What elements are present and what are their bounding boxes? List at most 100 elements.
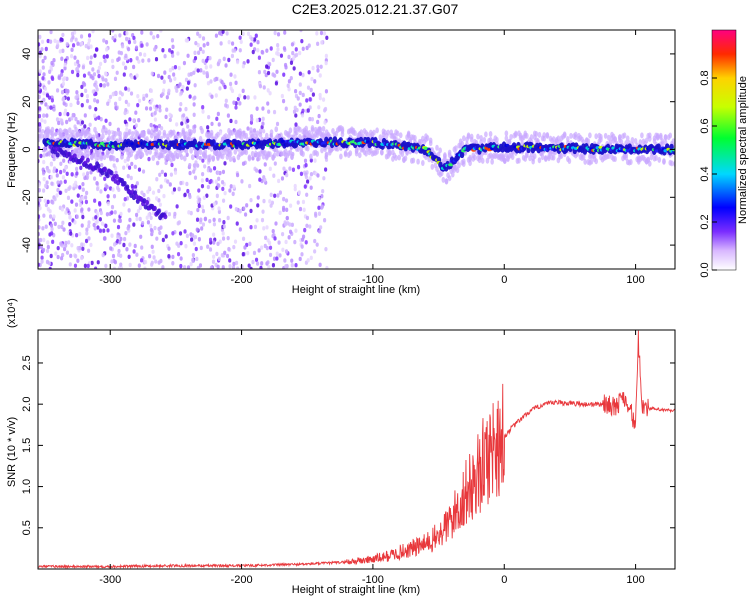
heat-cell — [146, 128, 151, 135]
heat-cell — [298, 71, 302, 76]
heat-cell — [589, 158, 594, 165]
heat-cell — [89, 44, 93, 49]
heat-cell — [204, 65, 208, 70]
heat-cell — [181, 130, 186, 137]
heat-cell — [88, 105, 92, 110]
heat-cell — [51, 200, 55, 205]
heat-cell — [284, 249, 289, 254]
heat-cell — [245, 203, 249, 208]
heat-cell — [45, 113, 49, 118]
colorbar-tick-label: 0.6 — [699, 118, 711, 133]
heat-cell — [50, 181, 54, 186]
heat-cell — [100, 162, 104, 168]
heat-cell — [287, 79, 292, 84]
heat-cell — [38, 53, 42, 59]
heat-cell — [53, 196, 57, 202]
heat-cell — [179, 263, 183, 269]
heat-cell — [104, 223, 108, 229]
heat-cell — [70, 69, 75, 75]
heat-cell — [192, 70, 196, 75]
heat-cell — [63, 66, 67, 71]
heat-cell — [188, 170, 192, 176]
heat-cell — [151, 154, 156, 161]
heat-cell — [63, 133, 67, 140]
heat-cell — [181, 84, 185, 90]
heat-cell — [122, 202, 126, 207]
heat-cell — [258, 131, 263, 138]
heat-cell — [271, 229, 275, 234]
heat-cell — [150, 260, 154, 266]
heat-cell — [172, 72, 176, 77]
heat-cell — [70, 243, 74, 248]
heat-cell — [255, 130, 260, 137]
heat-cell — [139, 258, 144, 263]
heat-cell — [316, 68, 320, 73]
heat-cell — [84, 195, 88, 200]
heat-cell — [38, 206, 41, 212]
heat-cell — [300, 113, 305, 118]
heat-cell — [206, 168, 210, 173]
heat-cell — [308, 116, 312, 122]
heat-cell — [228, 264, 232, 269]
heat-cell — [213, 77, 217, 82]
heat-cell — [66, 111, 70, 117]
heat-cell — [198, 155, 202, 161]
heat-cell — [298, 102, 302, 107]
heatmap-area — [38, 30, 675, 269]
heat-cell — [322, 176, 326, 181]
heat-cell — [457, 162, 461, 169]
heat-cell — [46, 38, 50, 44]
heat-cell — [267, 109, 271, 114]
heat-cell — [76, 100, 80, 105]
heat-cell — [246, 95, 250, 100]
heat-cell — [136, 102, 140, 108]
heat-cell — [231, 265, 236, 269]
heat-cell — [201, 208, 206, 214]
heat-cell — [228, 150, 233, 157]
heat-cell — [38, 225, 41, 230]
heat-cell — [46, 199, 50, 205]
heat-cell — [298, 206, 303, 212]
heat-cell — [321, 125, 326, 132]
heat-cell — [105, 47, 109, 52]
heat-cell — [147, 186, 152, 191]
heat-cell — [56, 254, 60, 260]
heat-cell — [97, 115, 101, 120]
heat-cell — [198, 135, 203, 142]
heat-cell — [107, 135, 111, 142]
heat-cell — [189, 147, 193, 154]
heat-cell — [198, 149, 203, 156]
heat-cell — [200, 183, 205, 189]
heat-cell — [215, 193, 219, 199]
heat-cell — [80, 84, 84, 90]
heat-cell — [203, 153, 208, 160]
heat-cell — [287, 87, 291, 92]
heat-cell — [50, 226, 54, 232]
heat-cell — [68, 262, 72, 267]
heat-cell — [60, 256, 64, 261]
heat-cell — [265, 245, 269, 251]
heat-cell — [119, 236, 123, 242]
heat-cell — [156, 208, 161, 214]
heat-cell — [234, 119, 238, 125]
heat-cell — [529, 134, 534, 141]
heat-cell — [313, 158, 317, 163]
heat-cell — [319, 30, 324, 36]
heat-cell — [258, 150, 263, 157]
heat-cell — [323, 218, 327, 223]
heat-cell — [38, 94, 41, 100]
heat-cell — [222, 224, 226, 229]
heat-cell — [60, 207, 64, 212]
heat-cell — [201, 158, 205, 163]
heat-cell — [281, 205, 286, 211]
heat-cell — [197, 188, 201, 193]
heat-cell — [320, 205, 324, 210]
heat-cell — [236, 266, 240, 269]
heat-cell — [212, 202, 216, 207]
heat-cell — [73, 55, 77, 60]
heat-cell — [80, 242, 84, 247]
heat-cell — [168, 68, 172, 73]
spectrogram-x-tick-label: 100 — [626, 274, 644, 286]
heat-cell — [132, 118, 136, 123]
heat-cell — [210, 121, 214, 127]
